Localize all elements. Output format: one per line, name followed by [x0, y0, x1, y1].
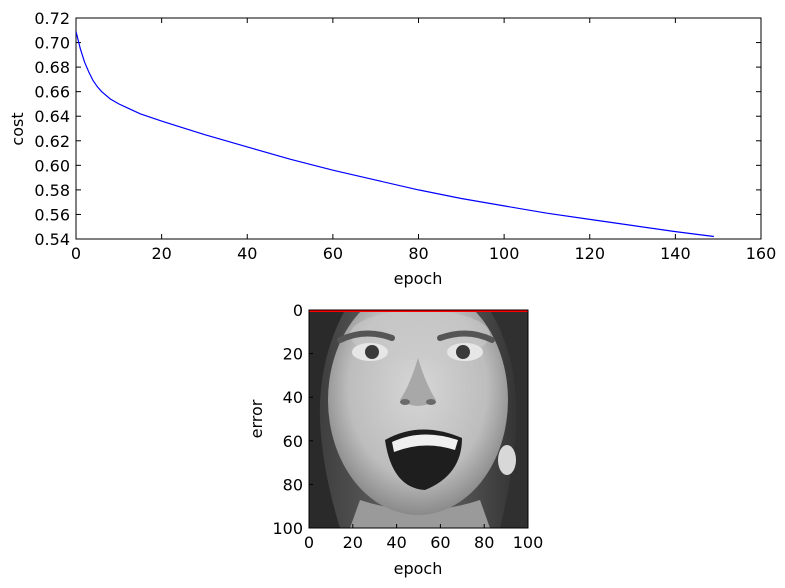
error-x-tick-label: 20: [343, 533, 363, 552]
cost-x-tick-label: 0: [71, 244, 81, 263]
cost-x-tick-label: 40: [237, 244, 257, 263]
cost-x-tick-label: 160: [746, 244, 777, 263]
error-x-axis-label: epoch: [394, 559, 443, 578]
cost-y-tick-label: 0.62: [34, 132, 70, 151]
cost-chart-frame: [75, 17, 762, 240]
cost-y-tick-label: 0.68: [34, 58, 70, 77]
error-y-axis-label: error: [247, 399, 266, 438]
error-chart-frame: [308, 309, 529, 529]
cost-y-tick-label: 0.66: [34, 83, 70, 102]
cost-x-tick-label: 100: [489, 244, 520, 263]
cost-x-axis-label: epoch: [394, 269, 443, 288]
cost-x-tick-label: 60: [323, 244, 343, 263]
error-y-tick-label: 0: [293, 301, 303, 320]
error-x-tick-label: 100: [513, 533, 544, 552]
face-image: [309, 310, 528, 528]
cost-x-tick-label: 80: [408, 244, 428, 263]
cost-chart: 0 20 40 60 80 100 120 140 160 0.54 0.56 0.58 0.60 0.6…: [8, 9, 776, 288]
error-x-tick-label: 40: [386, 533, 406, 552]
error-y-tick-label: 40: [283, 388, 303, 407]
cost-y-tick-label: 0.56: [34, 205, 70, 224]
cost-y-tick-label: 0.60: [34, 156, 70, 175]
cost-y-tick-label: 0.70: [34, 34, 70, 53]
cost-y-tick-label: 0.72: [34, 9, 70, 28]
cost-chart-ticks: 0 20 40 60 80 100 120 140 160 0.54 0.56 0.58 0.60 0.6…: [34, 9, 776, 263]
cost-x-tick-label: 120: [574, 244, 605, 263]
cost-y-tick-label: 0.64: [34, 107, 70, 126]
error-x-tick-label: 60: [430, 533, 450, 552]
error-y-tick-label: 20: [283, 345, 303, 364]
cost-x-tick-label: 20: [151, 244, 171, 263]
error-y-tick-label: 60: [283, 432, 303, 451]
error-y-tick-label: 100: [272, 519, 303, 538]
cost-series-line: [76, 31, 714, 238]
cost-y-axis-label: cost: [8, 112, 27, 145]
error-x-tick-label: 0: [304, 533, 314, 552]
cost-x-tick-label: 140: [660, 244, 691, 263]
cost-y-tick-label: 0.58: [34, 181, 70, 200]
cost-y-tick-label: 0.54: [34, 230, 70, 249]
error-x-tick-label: 80: [474, 533, 494, 552]
error-y-tick-label: 80: [283, 475, 303, 494]
